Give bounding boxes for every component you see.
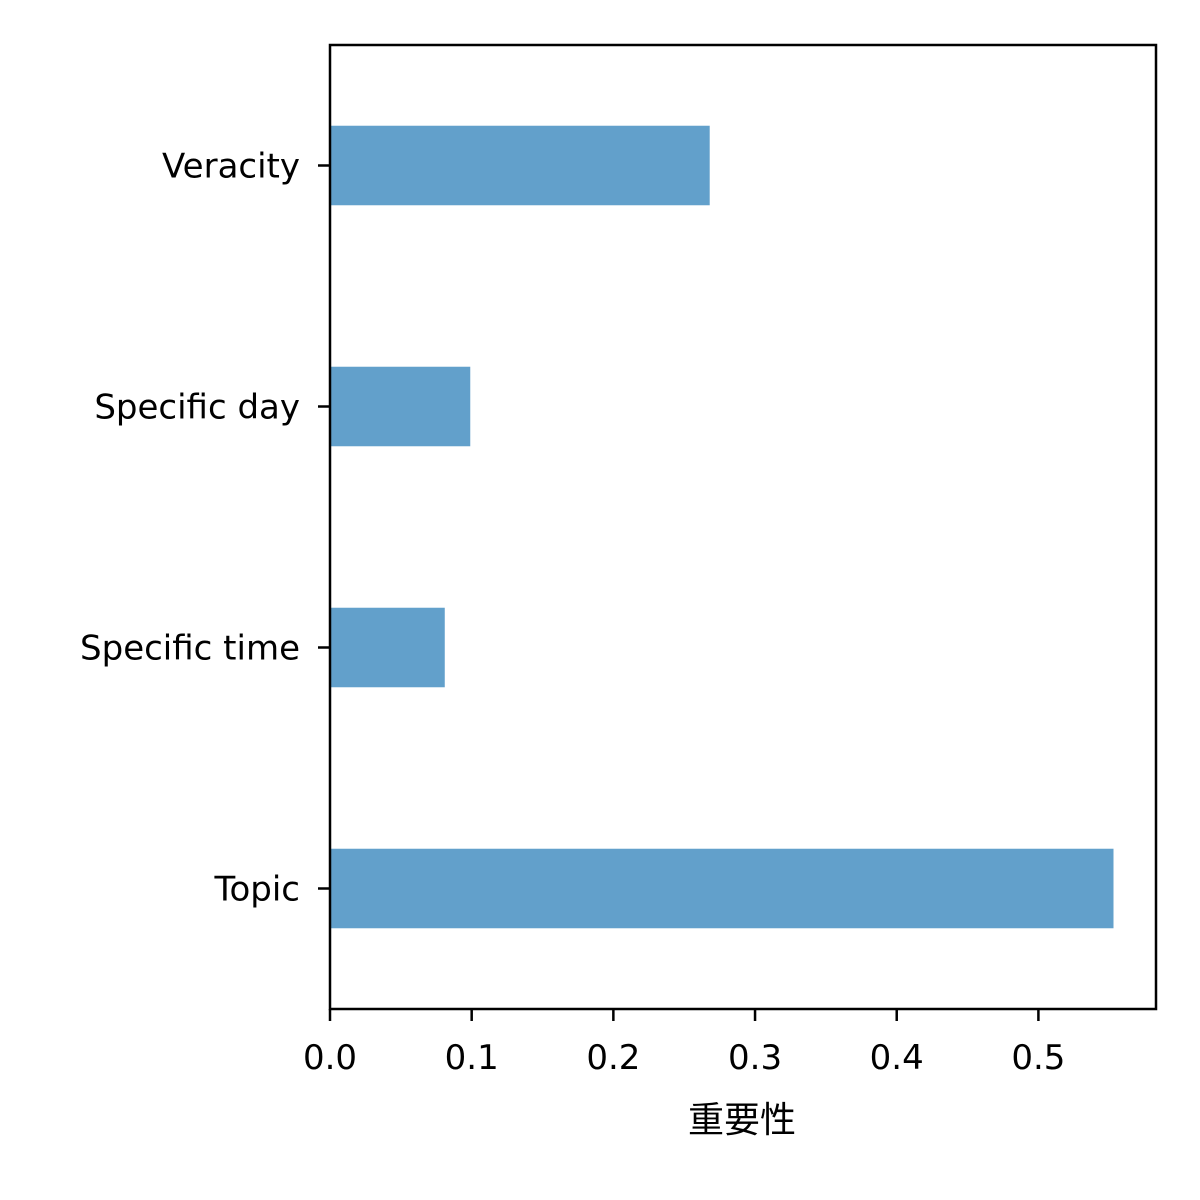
x-tick-label: 0.3 — [728, 1038, 782, 1078]
x-tick-label: 0.5 — [1011, 1038, 1065, 1078]
bar-topic — [330, 848, 1114, 929]
x-tick-label: 0.2 — [586, 1038, 640, 1078]
y-tick-label: Specific time — [80, 629, 300, 669]
x-tick-label: 0.1 — [445, 1038, 499, 1078]
bars-layer — [330, 125, 1114, 929]
x-axis-title: 重要性 — [688, 1100, 796, 1141]
y-tick-label: Specific day — [94, 388, 300, 428]
axes-layer — [318, 43, 1158, 1021]
plot-frame — [328, 43, 1158, 1011]
x-tick-label: 0.0 — [303, 1038, 357, 1078]
y-tick-label: Veracity — [162, 147, 300, 187]
bar-specific-time — [330, 607, 445, 688]
y-tick-label: Topic — [213, 870, 300, 910]
bar-specific-day — [330, 366, 471, 447]
labels-layer: Veracity Specific day Specific time Topic 0.… — [80, 147, 1065, 1079]
bar-veracity — [330, 125, 710, 206]
x-tick-label: 0.4 — [870, 1038, 924, 1078]
